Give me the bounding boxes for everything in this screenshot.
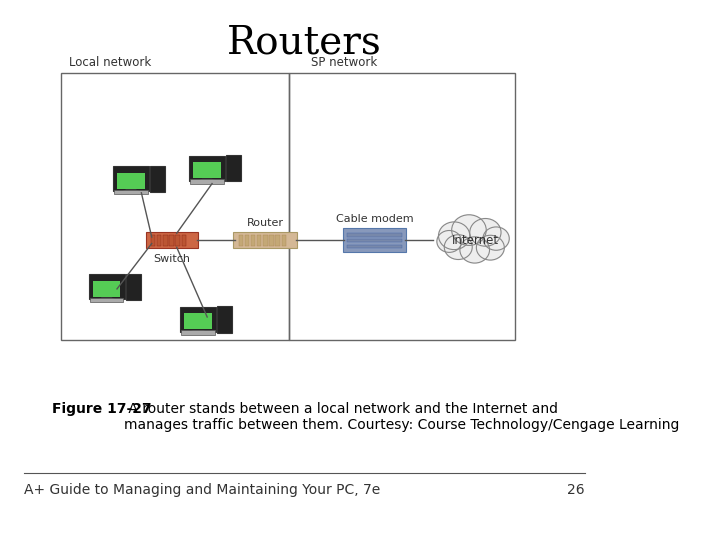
FancyBboxPatch shape	[151, 235, 156, 246]
FancyBboxPatch shape	[184, 313, 212, 329]
Text: Switch: Switch	[153, 254, 190, 264]
FancyBboxPatch shape	[157, 235, 161, 246]
FancyBboxPatch shape	[180, 307, 216, 332]
FancyBboxPatch shape	[194, 162, 221, 178]
FancyBboxPatch shape	[276, 235, 279, 246]
Circle shape	[451, 215, 486, 245]
FancyBboxPatch shape	[347, 245, 402, 248]
FancyBboxPatch shape	[113, 166, 149, 192]
Text: Internet: Internet	[451, 234, 499, 247]
FancyBboxPatch shape	[181, 330, 215, 335]
FancyBboxPatch shape	[257, 235, 261, 246]
FancyBboxPatch shape	[189, 156, 225, 180]
Text: Routers: Routers	[228, 24, 382, 62]
Circle shape	[437, 231, 462, 252]
Circle shape	[438, 222, 469, 249]
Text: A+ Guide to Managing and Maintaining Your PC, 7e: A+ Guide to Managing and Maintaining You…	[24, 483, 381, 497]
Text: Router: Router	[246, 218, 284, 228]
FancyBboxPatch shape	[145, 232, 198, 248]
Circle shape	[469, 219, 501, 246]
FancyBboxPatch shape	[114, 190, 148, 194]
FancyBboxPatch shape	[117, 173, 145, 189]
Circle shape	[460, 237, 490, 263]
Text: Cable modem: Cable modem	[336, 214, 413, 224]
FancyBboxPatch shape	[343, 228, 406, 252]
FancyBboxPatch shape	[93, 281, 120, 297]
FancyBboxPatch shape	[269, 235, 274, 246]
Text: Figure 17-27: Figure 17-27	[52, 402, 151, 416]
FancyBboxPatch shape	[90, 298, 123, 302]
FancyBboxPatch shape	[126, 273, 141, 300]
Text: SP network: SP network	[311, 56, 377, 69]
Text: 26: 26	[567, 483, 585, 497]
FancyBboxPatch shape	[163, 235, 168, 246]
Polygon shape	[122, 191, 140, 192]
FancyBboxPatch shape	[176, 235, 180, 246]
FancyBboxPatch shape	[233, 232, 297, 248]
Polygon shape	[189, 330, 207, 332]
FancyBboxPatch shape	[150, 165, 165, 192]
Polygon shape	[199, 179, 216, 181]
Circle shape	[477, 235, 504, 260]
Circle shape	[483, 227, 509, 250]
Text: A router stands between a local network and the Internet and
manages traffic bet: A router stands between a local network …	[124, 402, 679, 433]
Text: Local network: Local network	[68, 56, 150, 69]
Polygon shape	[98, 298, 115, 300]
FancyBboxPatch shape	[226, 154, 241, 181]
FancyBboxPatch shape	[282, 235, 286, 246]
FancyBboxPatch shape	[347, 233, 402, 237]
FancyBboxPatch shape	[181, 235, 186, 246]
FancyBboxPatch shape	[347, 239, 402, 242]
FancyBboxPatch shape	[239, 235, 243, 246]
FancyBboxPatch shape	[245, 235, 249, 246]
FancyBboxPatch shape	[251, 235, 256, 246]
Circle shape	[444, 235, 472, 260]
FancyBboxPatch shape	[217, 306, 232, 333]
FancyBboxPatch shape	[190, 179, 224, 184]
FancyBboxPatch shape	[169, 235, 174, 246]
FancyBboxPatch shape	[264, 235, 268, 246]
FancyBboxPatch shape	[89, 274, 125, 299]
